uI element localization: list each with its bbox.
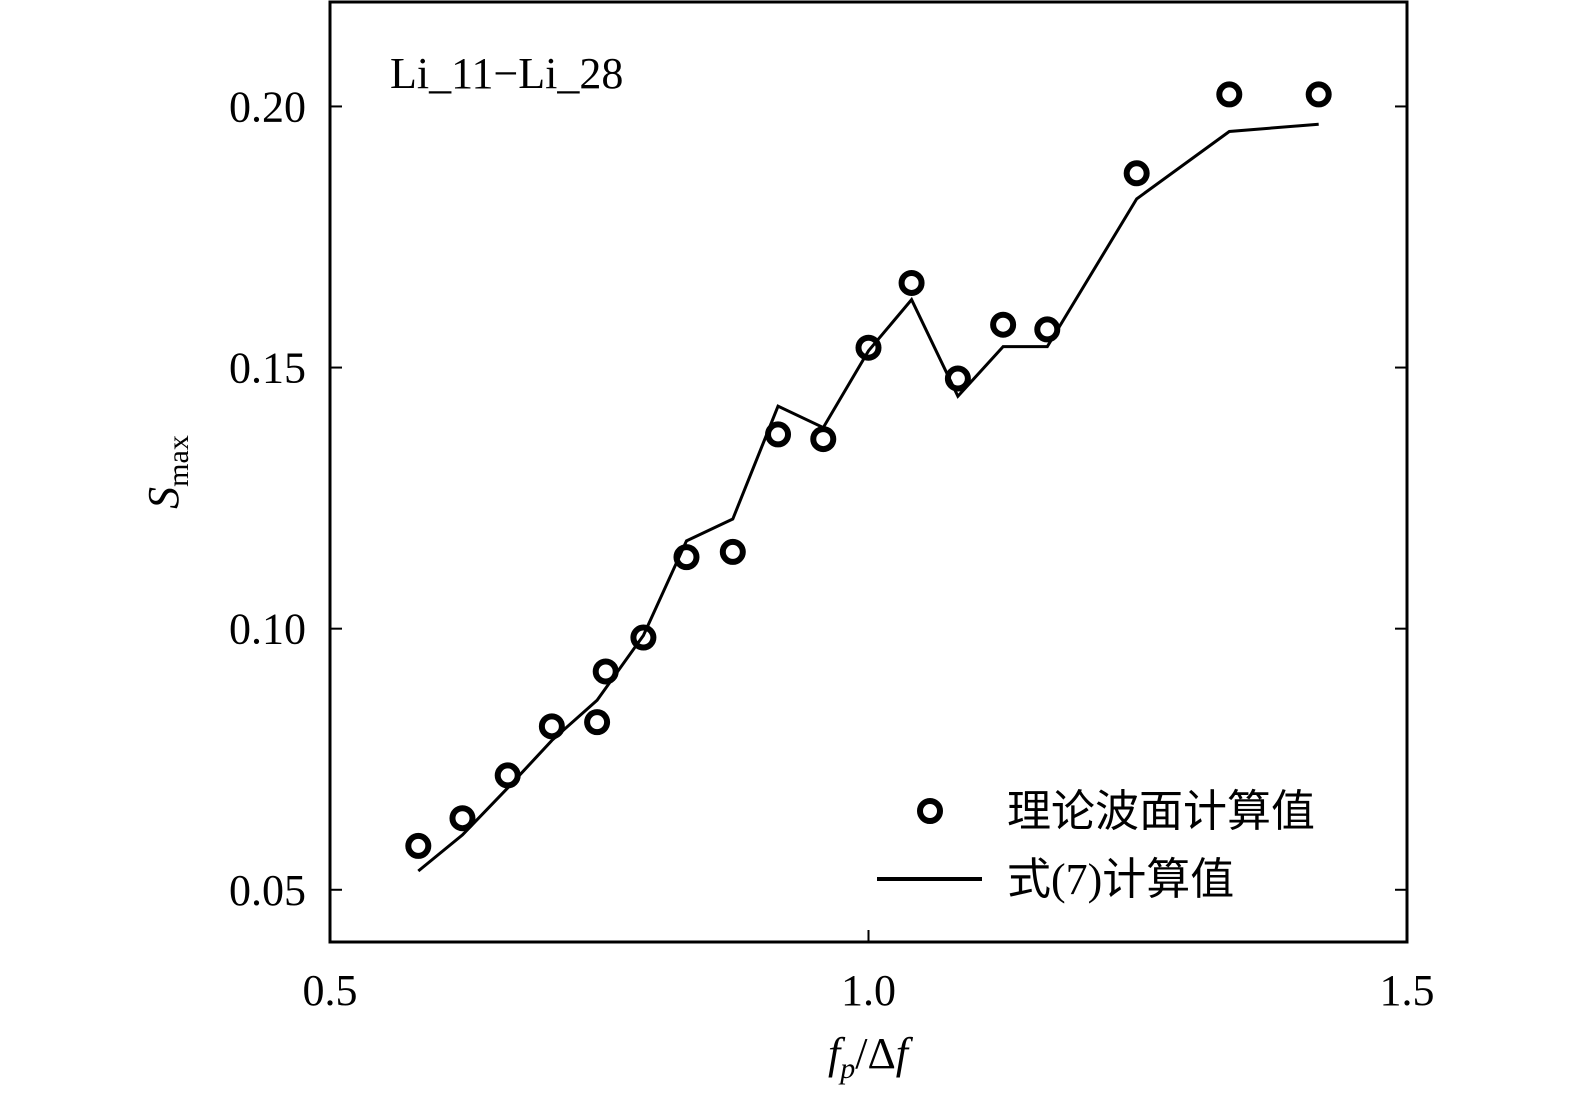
x-tick-label: 1.0 [841, 966, 896, 1015]
y-tick-label: 0.15 [229, 344, 306, 393]
data-point [1123, 160, 1150, 187]
x-tick-label: 0.5 [303, 966, 358, 1015]
data-point [990, 311, 1017, 338]
y-tick-label: 0.10 [229, 605, 306, 654]
data-point [405, 832, 432, 859]
y-label-sub: max [162, 435, 195, 487]
data-point [449, 805, 476, 832]
data-point [1216, 81, 1243, 108]
data-point [719, 538, 746, 565]
x-tick-label: 1.5 [1380, 966, 1435, 1015]
x-axis-label: fp/Δf [828, 1029, 914, 1085]
legend-marker [917, 798, 943, 824]
legend-label: 理论波面计算值 [1007, 787, 1315, 836]
data-point [584, 709, 611, 736]
x-label-part: p [838, 1052, 855, 1085]
y-axis-label: Smax [139, 435, 195, 509]
x-label-part: /Δ [855, 1029, 896, 1078]
x-label-part: f [896, 1029, 914, 1078]
data-point [810, 426, 837, 453]
data-point [592, 658, 619, 685]
y-label-main: S [139, 487, 188, 509]
y-tick-label: 0.20 [229, 82, 306, 131]
data-line [417, 122, 1319, 873]
annotation: Li_11−Li_28 [390, 49, 623, 98]
data-point [538, 713, 565, 740]
data-point [898, 269, 925, 296]
legend-label: 式(7)计算值 [1007, 855, 1234, 904]
data-point [1305, 81, 1332, 108]
y-tick-label: 0.05 [229, 866, 306, 915]
